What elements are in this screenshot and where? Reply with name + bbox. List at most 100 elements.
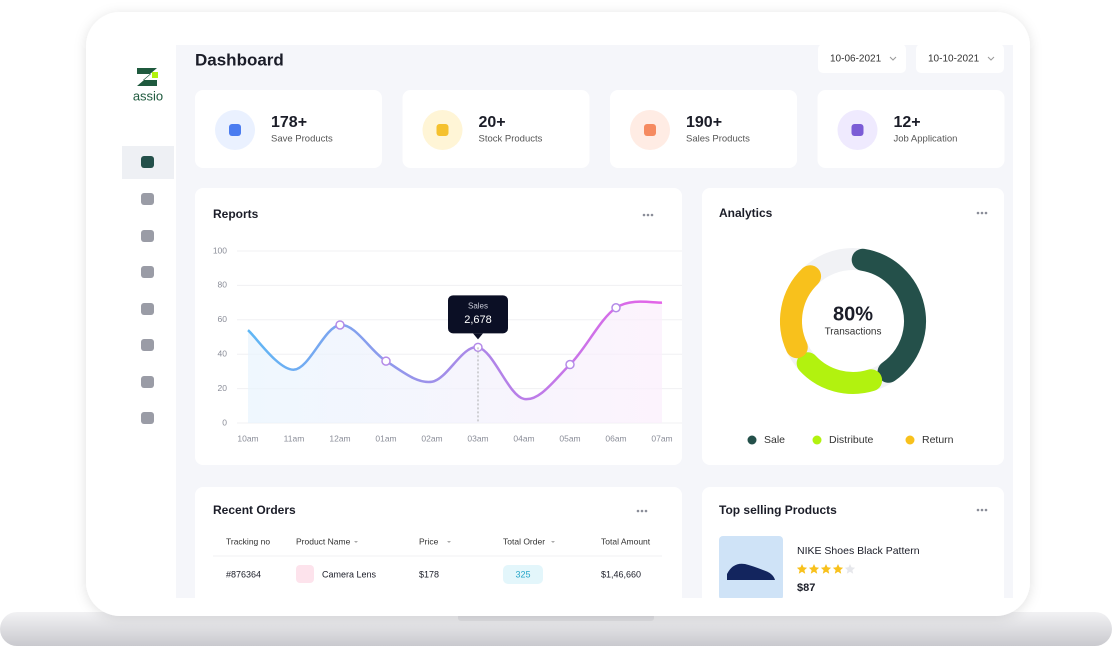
tooltip-label: Sales (468, 301, 488, 310)
stat-value: 190+ (686, 114, 722, 131)
more-icon-dot (642, 213, 646, 217)
tooltip-arrow (473, 333, 483, 340)
tooltip-value: 2,678 (464, 314, 492, 326)
date-picker[interactable] (818, 44, 906, 73)
point-marker (611, 303, 621, 313)
y-tick-label: 40 (218, 348, 228, 358)
rating-star (820, 564, 832, 574)
x-tick-label: 03am (467, 433, 488, 443)
sidebar-icon[interactable] (141, 266, 154, 278)
x-tick-label: 10am (237, 433, 258, 443)
more-icon-dot (644, 509, 648, 513)
x-tick-label: 06am (605, 433, 626, 443)
x-tick-label: 02am (421, 433, 442, 443)
column-header: Price (419, 536, 439, 546)
more-icon-dot (636, 509, 640, 513)
rating-star (796, 564, 808, 574)
column-header: Tracking no (226, 536, 270, 546)
sort-icon (447, 541, 451, 543)
more-icon-dot (976, 508, 980, 512)
sidebar-icon[interactable] (141, 193, 154, 205)
x-tick-label: 05am (559, 433, 580, 443)
stat-label: Save Products (271, 134, 333, 145)
rating-star (808, 564, 820, 574)
tooltip (448, 295, 508, 334)
y-tick-label: 60 (218, 314, 228, 324)
logo-text: assio (133, 88, 163, 103)
table-cell: 325 (515, 569, 530, 579)
y-tick-label: 0 (222, 417, 227, 427)
donut-segment (796, 352, 883, 394)
stat-icon (229, 124, 241, 136)
column-header: Total Amount (601, 536, 651, 546)
sidebar-icon[interactable] (141, 376, 154, 388)
date-picker[interactable] (916, 44, 1004, 73)
column-header: Total Order (503, 536, 545, 546)
table-cell: #876364 (226, 569, 261, 579)
sort-icon (354, 541, 358, 543)
stat-icon (851, 124, 864, 136)
donut-center-label: Transactions (825, 327, 882, 338)
date-text: 10-10-2021 (928, 54, 980, 65)
sort-icon (551, 541, 555, 543)
panel-title: Top selling Products (719, 503, 837, 517)
donut-segment (780, 265, 822, 359)
shoe-shape (727, 563, 775, 580)
x-tick-label: 11am (284, 433, 305, 443)
y-tick-label: 20 (218, 383, 228, 393)
area-fill (248, 301, 662, 423)
stat-value: 12+ (894, 114, 921, 131)
stat-label: Stock Products (479, 134, 543, 145)
panel (702, 188, 1004, 465)
legend-label: Sale (764, 434, 785, 446)
product-name: NIKE Shoes Black Pattern (797, 545, 920, 557)
logo-accent (152, 72, 158, 78)
rating-star (844, 564, 856, 574)
stat-icon (644, 124, 656, 136)
product-price: $87 (797, 582, 815, 594)
table-cell: $178 (419, 569, 439, 579)
x-tick-label: 07am (651, 433, 672, 443)
more-icon-dot (980, 211, 984, 215)
legend-label: Distribute (829, 434, 874, 446)
stat-icon (436, 124, 449, 136)
table-cell: Camera Lens (322, 569, 377, 579)
legend-swatch (812, 435, 822, 445)
rating-star (832, 564, 844, 574)
point-marker (381, 356, 391, 366)
x-tick-label: 01am (375, 433, 396, 443)
sidebar-icon[interactable] (141, 339, 154, 351)
more-icon-dot (980, 508, 984, 512)
sidebar-icon[interactable] (141, 303, 154, 315)
sidebar-icon[interactable] (141, 230, 154, 242)
stat-label: Sales Products (686, 134, 750, 145)
sidebar-icon[interactable] (141, 412, 154, 424)
screen: assio Dashboard 10-06-2021 10-10-2021 178+ Sa… (120, 44, 1013, 598)
panel-title: Analytics (719, 206, 773, 220)
product-thumb (296, 565, 314, 583)
more-icon-dot (976, 211, 980, 215)
panel-title: Recent Orders (213, 503, 296, 517)
dropdown-caret (987, 56, 995, 61)
y-tick-label: 80 (218, 280, 228, 290)
y-tick-label: 100 (213, 245, 227, 255)
page-title: Dashboard (195, 50, 284, 69)
x-tick-label: 04am (513, 433, 534, 443)
panel (195, 487, 682, 598)
stat-value: 178+ (271, 114, 307, 131)
point-marker (565, 359, 575, 370)
sidebar-icon[interactable] (141, 156, 154, 168)
legend-swatch (747, 435, 757, 445)
legend-label: Return (922, 434, 954, 446)
column-header: Product Name (296, 536, 351, 546)
donut-center-value: 80% (833, 303, 873, 325)
order-pill (503, 565, 543, 584)
legend-swatch (905, 435, 915, 445)
stat-value: 20+ (479, 114, 506, 131)
table-cell: $1,46,660 (601, 569, 641, 579)
panel-title: Reports (213, 207, 259, 221)
more-icon-dot (646, 213, 650, 217)
more-icon-dot (640, 509, 644, 513)
more-icon-dot (984, 211, 988, 215)
